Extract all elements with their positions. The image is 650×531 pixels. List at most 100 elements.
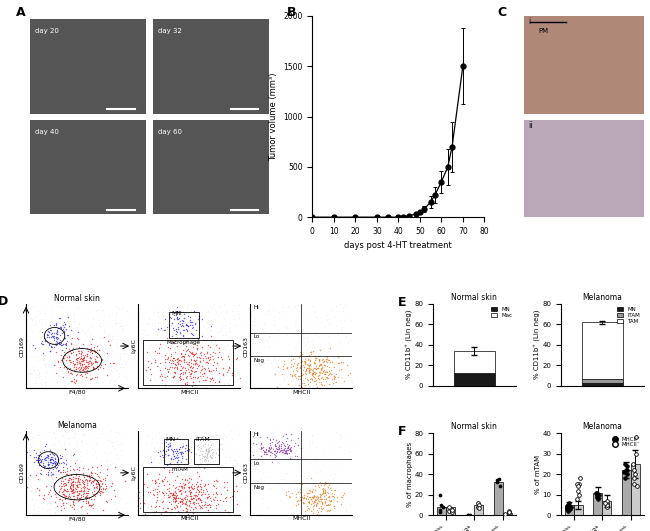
Point (38, 336, 48, 345)
Point (51, 467, 62, 475)
Point (51, 473, 62, 481)
Point (173, 497, 183, 506)
Point (168, 346, 178, 354)
Point (150, 475, 160, 484)
Point (150, 322, 160, 330)
Point (149, 443, 159, 452)
Point (200, 494, 210, 502)
Point (89, 486, 99, 495)
Point (60, 350, 70, 359)
Point (182, 507, 192, 516)
Point (72, 436, 83, 444)
Point (105, 494, 116, 503)
Point (88, 320, 98, 329)
Point (135, 341, 146, 350)
Point (326, 307, 337, 316)
Point (213, 482, 224, 490)
Point (44, 466, 54, 474)
Point (44, 328, 54, 336)
Point (334, 376, 345, 385)
Point (200, 441, 210, 450)
Point (75, 448, 85, 457)
Point (280, 322, 290, 330)
Point (205, 365, 216, 373)
Point (159, 481, 169, 489)
Point (185, 307, 196, 316)
Point (79, 486, 89, 494)
Point (170, 359, 181, 368)
Point (68, 477, 79, 486)
Point (291, 490, 302, 499)
Point (67, 477, 77, 486)
Point (317, 498, 328, 506)
Point (343, 371, 353, 379)
Point (29, 458, 39, 467)
Point (313, 483, 324, 491)
Point (299, 472, 309, 480)
Point (190, 320, 200, 329)
Point (142, 330, 153, 339)
Point (39, 334, 49, 342)
Point (336, 494, 346, 503)
Point (201, 446, 211, 455)
Point (64, 481, 75, 490)
Point (47, 332, 58, 340)
Point (75, 502, 86, 511)
Point (302, 448, 313, 457)
Point (317, 499, 327, 507)
Point (98, 359, 108, 368)
Point (312, 506, 322, 515)
Point (300, 327, 311, 335)
Point (197, 370, 207, 378)
Point (225, 355, 235, 364)
Point (76, 364, 86, 373)
Point (74, 494, 85, 503)
Point (157, 312, 168, 320)
Point (214, 376, 224, 385)
Point (342, 349, 352, 358)
Point (291, 472, 301, 481)
Point (45, 474, 55, 483)
Point (172, 316, 183, 325)
Point (176, 366, 187, 375)
Point (25, 442, 36, 451)
Point (83, 363, 93, 371)
Point (176, 322, 186, 331)
Point (76, 324, 86, 333)
Point (435, 508, 445, 516)
Point (48, 334, 58, 342)
Point (322, 353, 332, 362)
Point (319, 365, 330, 374)
Point (94, 473, 104, 481)
Point (227, 361, 238, 369)
Point (208, 448, 218, 456)
Point (201, 447, 211, 455)
Point (81, 358, 91, 366)
Point (214, 383, 225, 392)
Point (72, 491, 83, 499)
Point (185, 489, 196, 497)
Point (83, 494, 94, 502)
Point (54, 494, 64, 503)
Point (311, 369, 321, 377)
Y-axis label: CD169: CD169 (20, 336, 25, 356)
Point (27, 493, 38, 502)
Point (64, 492, 74, 501)
Point (329, 362, 339, 371)
Point (81, 446, 91, 454)
Point (185, 502, 196, 511)
Point (307, 340, 318, 348)
Point (334, 358, 345, 367)
Point (171, 320, 181, 328)
Point (101, 482, 112, 491)
Point (194, 377, 204, 386)
Point (293, 500, 304, 508)
Point (463, 510, 473, 519)
Point (231, 500, 241, 508)
Point (52, 361, 62, 370)
Point (187, 470, 198, 478)
Point (214, 487, 225, 496)
Point (317, 484, 328, 493)
Point (25, 352, 35, 361)
Point (322, 486, 333, 495)
